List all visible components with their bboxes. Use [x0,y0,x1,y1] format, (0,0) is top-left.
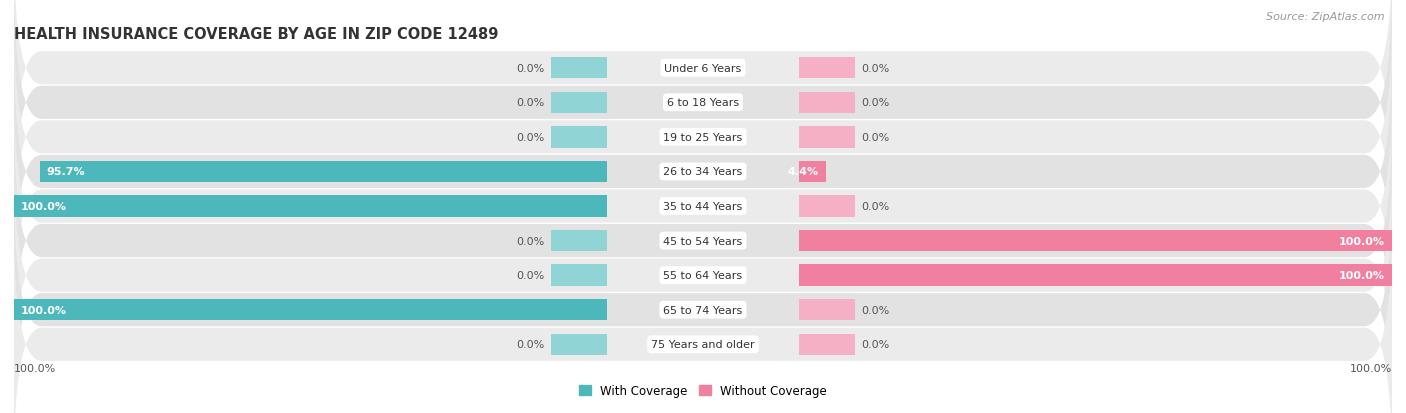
Bar [800,127,855,148]
Text: 0.0%: 0.0% [862,339,890,349]
Text: 95.7%: 95.7% [46,167,84,177]
Text: 55 to 64 Years: 55 to 64 Years [664,271,742,280]
FancyBboxPatch shape [14,0,1392,190]
Text: 0.0%: 0.0% [516,339,544,349]
FancyBboxPatch shape [14,120,1392,362]
Legend: With Coverage, Without Coverage: With Coverage, Without Coverage [574,379,832,401]
Text: 6 to 18 Years: 6 to 18 Years [666,98,740,108]
FancyBboxPatch shape [14,223,1392,413]
FancyBboxPatch shape [14,0,1392,224]
Bar [800,299,855,320]
Bar [800,230,1392,252]
Text: 26 to 34 Years: 26 to 34 Years [664,167,742,177]
FancyBboxPatch shape [14,189,1392,413]
Bar [800,334,855,355]
Text: 100.0%: 100.0% [1339,236,1385,246]
Text: 100.0%: 100.0% [21,305,67,315]
Bar [551,265,606,286]
Bar [800,93,855,114]
Text: HEALTH INSURANCE COVERAGE BY AGE IN ZIP CODE 12489: HEALTH INSURANCE COVERAGE BY AGE IN ZIP … [14,26,499,41]
Bar [551,58,606,79]
Text: 100.0%: 100.0% [21,202,67,211]
Bar [14,299,606,320]
FancyBboxPatch shape [14,51,1392,293]
Text: 100.0%: 100.0% [1350,363,1392,373]
Text: 35 to 44 Years: 35 to 44 Years [664,202,742,211]
Bar [39,161,606,183]
Bar [551,93,606,114]
Text: 100.0%: 100.0% [1339,271,1385,280]
Text: 0.0%: 0.0% [862,64,890,74]
Text: Source: ZipAtlas.com: Source: ZipAtlas.com [1267,12,1385,22]
FancyBboxPatch shape [14,154,1392,397]
Text: 0.0%: 0.0% [862,202,890,211]
Bar [800,58,855,79]
Text: 0.0%: 0.0% [862,305,890,315]
Bar [14,196,606,217]
Bar [551,230,606,252]
Text: 0.0%: 0.0% [862,133,890,142]
Text: 0.0%: 0.0% [516,271,544,280]
FancyBboxPatch shape [14,16,1392,259]
Text: 19 to 25 Years: 19 to 25 Years [664,133,742,142]
Text: 0.0%: 0.0% [862,98,890,108]
Text: 0.0%: 0.0% [516,98,544,108]
Text: 75 Years and older: 75 Years and older [651,339,755,349]
FancyBboxPatch shape [14,85,1392,328]
Text: 45 to 54 Years: 45 to 54 Years [664,236,742,246]
Text: 0.0%: 0.0% [516,133,544,142]
Text: Under 6 Years: Under 6 Years [665,64,741,74]
Bar [800,265,1392,286]
Text: 0.0%: 0.0% [516,236,544,246]
Text: 100.0%: 100.0% [14,363,56,373]
Text: 4.4%: 4.4% [787,167,818,177]
Bar [800,161,825,183]
Bar [551,127,606,148]
Text: 65 to 74 Years: 65 to 74 Years [664,305,742,315]
Bar [551,334,606,355]
Text: 0.0%: 0.0% [516,64,544,74]
Bar [800,196,855,217]
